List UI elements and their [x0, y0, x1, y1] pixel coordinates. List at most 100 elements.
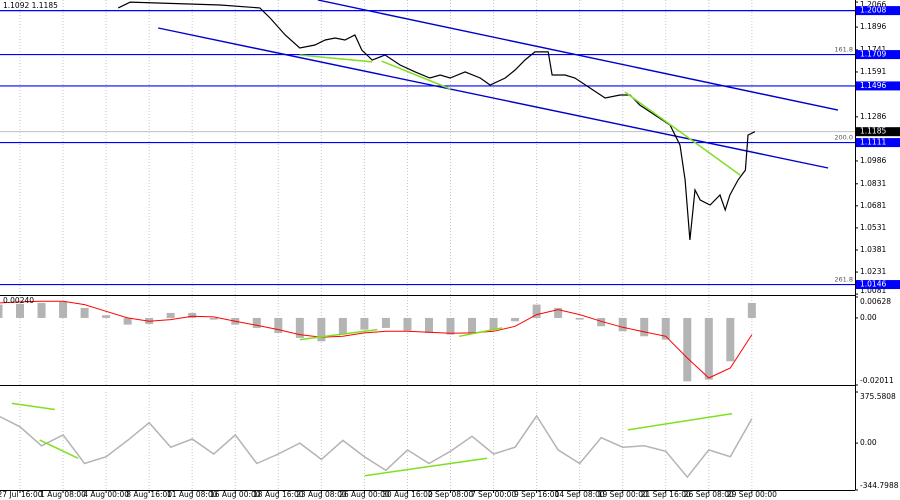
- x-tick-label: 2 Sep 08:00: [428, 490, 474, 499]
- y-tick-label: 375.5808: [860, 392, 896, 401]
- level-box: [855, 280, 900, 290]
- histogram-bar: [468, 317, 477, 333]
- x-tick-label: 14 Sep 08:00: [555, 490, 605, 499]
- histogram-bar: [726, 317, 735, 362]
- x-tick-label: 30 Aug 16:00: [382, 490, 433, 499]
- histogram-bar: [424, 317, 433, 333]
- histogram-bar: [317, 317, 326, 342]
- histogram-bar: [80, 307, 89, 318]
- divergence-line: [624, 91, 741, 176]
- y-tick-label: 1.0381: [860, 245, 886, 254]
- y-tick-label: 1.0081: [860, 286, 886, 295]
- y-tick-label: 1.1286: [860, 112, 886, 121]
- y-tick-label: 1.2066: [860, 0, 886, 9]
- histogram-bar: [446, 317, 455, 335]
- x-tick-label: 29 Sep 00:00: [727, 490, 777, 499]
- histogram-bar: [683, 317, 692, 382]
- level-label: 1.2008: [860, 6, 886, 15]
- histogram-bar: [381, 317, 390, 328]
- channel-line: [158, 27, 829, 169]
- y-tick-label: 1.0531: [860, 223, 886, 232]
- histogram-bar: [661, 317, 670, 340]
- y-tick-label: 0.00: [860, 438, 877, 447]
- histogram-bar: [0, 304, 3, 318]
- x-tick-label: 4 Aug 00:00: [83, 490, 129, 499]
- histogram-bar: [16, 303, 25, 318]
- histogram-bar: [274, 317, 283, 333]
- histogram-bar: [252, 317, 261, 328]
- histogram-bar: [704, 317, 713, 380]
- current-price-box: [855, 127, 900, 137]
- level-box: [855, 138, 900, 148]
- divergence-line: [381, 60, 451, 90]
- fib-label: 161.8: [834, 46, 853, 54]
- divergence-line: [364, 457, 488, 477]
- level-label: 1.1709: [860, 50, 886, 59]
- x-tick-label: 11 Aug 08:00: [167, 490, 218, 499]
- indicator-label: 0.00240: [3, 296, 34, 305]
- histogram-bar: [618, 317, 627, 332]
- x-tick-label: 27 Jul 16:00: [0, 490, 43, 499]
- level-label: 1.1496: [860, 81, 886, 90]
- y-tick-label: 1.0986: [860, 156, 886, 165]
- y-tick-label: 1.0681: [860, 201, 886, 210]
- signal-line: [0, 300, 753, 379]
- level-box: [855, 6, 900, 16]
- histogram-bar: [102, 315, 111, 318]
- y-tick-label: 1.1896: [860, 22, 886, 31]
- x-tick-label: 1 Aug 08:00: [40, 490, 86, 499]
- level-label: 1.0146: [860, 280, 886, 289]
- histogram-bar: [747, 302, 756, 318]
- divergence-line: [458, 327, 503, 338]
- y-tick-label: 1.1591: [860, 67, 886, 76]
- divergence-line: [299, 54, 373, 63]
- divergence-line: [299, 328, 378, 341]
- x-tick-label: 7 Sep 00:00: [471, 490, 517, 499]
- divergence-line: [11, 402, 56, 411]
- x-tick-label: 26 Sep 08:00: [684, 490, 734, 499]
- fib-label: 261.8: [834, 276, 853, 284]
- channel-line: [317, 0, 839, 111]
- y-tick-label: 0.00628: [860, 297, 891, 306]
- y-tick-label: -344.7988: [860, 481, 899, 490]
- histogram-bar: [360, 317, 369, 330]
- histogram-bar: [123, 317, 132, 325]
- x-tick-label: 26 Aug 00:00: [339, 490, 390, 499]
- y-tick-label: -0.02011: [860, 376, 894, 385]
- y-tick-label: 1.0831: [860, 179, 886, 188]
- histogram-bar: [338, 317, 347, 335]
- current-price-label: 1.1185: [860, 127, 886, 136]
- x-tick-label: 19 Sep 00:00: [598, 490, 648, 499]
- fib-label: 200.0: [834, 134, 853, 142]
- divergence-line: [39, 439, 79, 459]
- y-tick-label: 0.00: [860, 313, 877, 322]
- x-tick-label: 21 Sep 16:00: [641, 490, 691, 499]
- level-label: 1.1111: [860, 138, 886, 147]
- price-line: [117, 1, 756, 241]
- histogram-bar: [37, 302, 46, 318]
- x-tick-label: 23 Aug 08:00: [296, 490, 347, 499]
- price-line: [0, 414, 753, 479]
- x-tick-label: 9 Sep 16:00: [514, 490, 560, 499]
- histogram-bar: [188, 312, 197, 318]
- histogram-bar: [597, 317, 606, 327]
- x-tick-label: 16 Aug 00:00: [210, 490, 261, 499]
- histogram-bar: [403, 317, 412, 331]
- x-tick-label: 18 Aug 16:00: [253, 490, 304, 499]
- histogram-bar: [489, 317, 498, 330]
- histogram-bar: [295, 317, 304, 338]
- level-box: [855, 81, 900, 91]
- histogram-bar: [532, 304, 541, 318]
- y-tick-label: 1.1741: [860, 45, 886, 54]
- histogram-bar: [640, 317, 649, 337]
- histogram-bar: [554, 307, 563, 318]
- histogram-bar: [59, 301, 68, 318]
- level-box: [855, 50, 900, 60]
- x-tick-label: 8 Aug 16:00: [126, 490, 172, 499]
- histogram-bar: [166, 312, 175, 318]
- y-tick-label: 1.0231: [860, 267, 886, 276]
- histogram-bar: [575, 317, 584, 320]
- header-label: 1.1092 1.1185: [3, 1, 58, 10]
